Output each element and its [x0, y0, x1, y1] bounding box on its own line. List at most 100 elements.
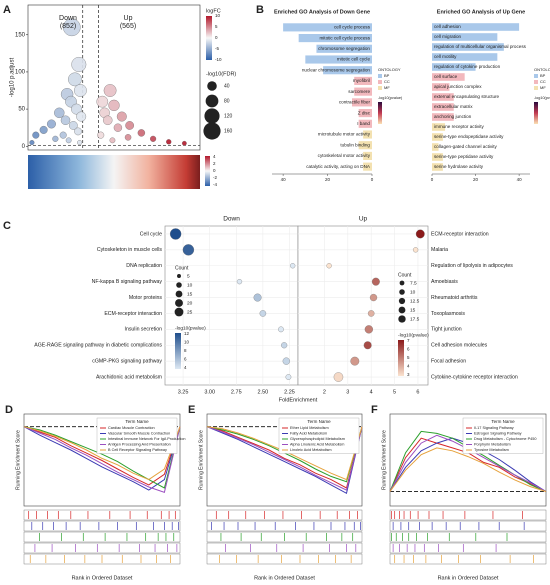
rug-strip: [389, 531, 547, 543]
legend-title: Count: [175, 265, 189, 271]
point: [52, 135, 59, 142]
point: [63, 18, 81, 37]
bar-label: external encapsulating structure: [434, 94, 500, 99]
chart-title: Enriched GO Analysis of Up Gene: [437, 9, 525, 15]
legend-size: [398, 297, 406, 305]
y-axis-label: Running Enrichment Score: [198, 430, 204, 490]
bar: [363, 151, 372, 160]
x-tick-label: 0: [431, 177, 434, 182]
category-label: Arachidonic acid metabolism: [96, 374, 162, 380]
legend-label: 7.5: [410, 280, 417, 286]
legend-size: [204, 108, 220, 124]
bar-label: mitotic cell cycle: [337, 57, 371, 62]
colorbar-label: 6: [407, 347, 410, 352]
bar-label: apical junction complex: [434, 84, 482, 89]
bar-label: regulation of cytokine production: [434, 64, 501, 69]
rug-strip: [23, 531, 181, 543]
rug-strip: [23, 520, 181, 532]
rug-strip: [206, 520, 363, 532]
legend-title: ONTOLOGY: [378, 67, 401, 72]
bar: [432, 133, 443, 141]
legend-label: Il-17 Signaling Pathway: [474, 426, 514, 430]
bar-label: microtubule motor activity: [318, 132, 371, 137]
point: [71, 57, 87, 72]
bar: [363, 130, 372, 139]
x-tick-label: 2.25: [284, 389, 295, 395]
es-line: [23, 426, 181, 486]
legend-box: [278, 417, 360, 454]
legend-label: Intestinal Immune Network For IgA Produc…: [108, 437, 185, 441]
bar: [432, 23, 520, 31]
point: [124, 134, 132, 141]
legend-title: -log10(pvalue): [534, 96, 550, 100]
bar: [358, 119, 372, 128]
bar: [432, 53, 498, 61]
x-tick-label: 0: [371, 177, 374, 182]
bar: [432, 83, 450, 91]
point: [109, 137, 116, 144]
bar: [316, 44, 372, 53]
legend-title: Term Name: [491, 419, 515, 424]
rug-strip: [389, 553, 547, 565]
legend-label: 10: [410, 289, 416, 295]
annotation: (565): [120, 23, 136, 30]
legend-label: Vascular Smooth Muscle Contraction: [108, 432, 170, 436]
point: [65, 137, 72, 144]
panel-label: D: [5, 404, 13, 416]
colorbar: [206, 16, 212, 60]
x-tick-label: 5: [393, 389, 396, 395]
point: [166, 139, 172, 145]
legend-swatch: [534, 80, 538, 84]
panel-title: Up: [359, 216, 368, 223]
point: [103, 115, 113, 125]
point: [39, 125, 48, 134]
category-label: ECM-receptor interaction: [431, 231, 489, 237]
dot: [415, 229, 425, 239]
dot: [169, 228, 182, 240]
x-tick-label: 3.25: [178, 389, 189, 395]
category-label: AGE-RAGE signaling pathway in diabetic c…: [34, 343, 162, 349]
bar: [432, 33, 498, 41]
point: [103, 84, 117, 97]
dot: [281, 342, 288, 349]
legend-label: Fatty Acid Metabolism: [290, 432, 327, 436]
legend-label: MF: [540, 85, 546, 90]
legend-label: Porphyrin Metabolism: [474, 443, 511, 447]
bar-label: sarcomere: [348, 89, 370, 94]
bar: [432, 143, 439, 151]
legend-label: Linoleic Acid Metabolism: [290, 448, 332, 452]
legend-title: -log10(pvalue): [398, 332, 429, 338]
y-tick-label: 0: [22, 144, 26, 150]
legend-label: 80: [224, 98, 230, 104]
legend-size: [174, 307, 184, 317]
legend-size: [399, 280, 405, 286]
bar: [298, 34, 372, 43]
category-label: DNA replication: [126, 263, 162, 269]
bar: [358, 141, 372, 150]
bar-label: cell migration: [434, 34, 462, 39]
bar-label: myofibril: [353, 78, 370, 83]
bar-label: collagen-gated channel activity: [434, 144, 498, 149]
bar-label: mitotic cell cycle process: [319, 35, 370, 40]
es-line: [206, 426, 363, 491]
y-tick-label: 150: [15, 32, 26, 38]
colorbar-label: 10: [215, 13, 221, 18]
category-label: Regulation of lipolysis in adipocytes: [431, 263, 513, 269]
bar: [432, 43, 504, 51]
dot: [367, 310, 375, 317]
legend-label: 120: [224, 113, 233, 119]
x-tick-label: 2.50: [258, 389, 269, 395]
colorbar-label: 4: [407, 364, 410, 369]
category-label: Malaria: [431, 247, 448, 253]
legend-title: -log10(pvalue): [378, 96, 403, 100]
colorbar-label: 7: [407, 338, 410, 343]
category-label: Rheumatoid arthritis: [431, 295, 478, 301]
bar: [352, 98, 372, 107]
legend-size: [176, 282, 182, 288]
legend-label: B Cell Receptor Signaling Pathway: [108, 448, 167, 452]
bar-label: cell surface: [434, 74, 458, 79]
category-label: Motor proteins: [129, 295, 163, 301]
rug-strip: [389, 509, 547, 521]
bar-label: chromosome segregation: [318, 46, 370, 51]
bar-label: regulation of multicellular organismal p…: [434, 44, 527, 49]
